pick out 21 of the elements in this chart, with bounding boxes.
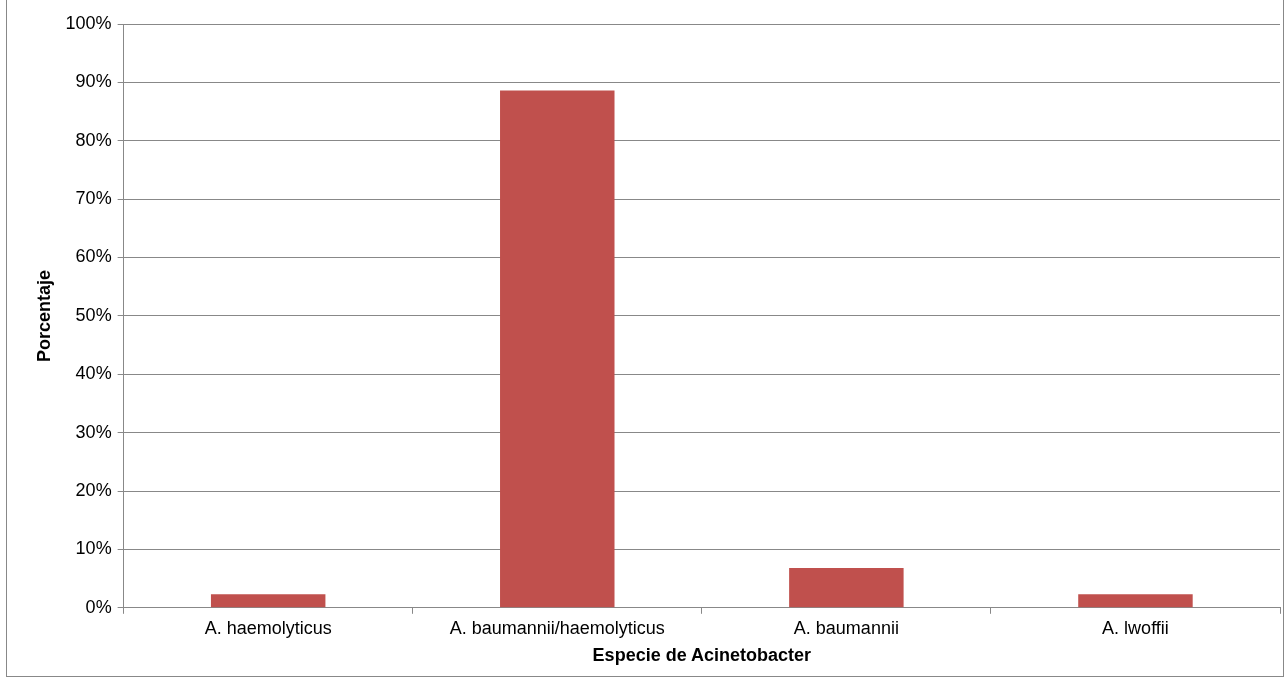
- y-tick-label: 20%: [75, 480, 112, 501]
- y-tick-label: 30%: [75, 421, 112, 442]
- x-tick-label: A. lwoffii: [1102, 617, 1169, 638]
- y-tick-label: 60%: [75, 246, 112, 267]
- x-tick-label: A. haemolyticus: [204, 617, 332, 638]
- y-tick-label: 10%: [75, 538, 112, 559]
- y-tick-label: 0%: [85, 596, 112, 617]
- bar: [1078, 594, 1193, 608]
- x-tick-label: A. baumannii/haemolyticus: [449, 617, 665, 638]
- y-tick-label: 50%: [75, 304, 112, 325]
- x-tick-label: A. baumannii: [793, 617, 899, 638]
- y-axis-title: Porcentaje: [33, 269, 54, 362]
- x-axis-title: Especie de Acinetobacter: [592, 645, 812, 666]
- y-tick-label: 40%: [75, 363, 112, 384]
- y-tick-label: 70%: [75, 188, 112, 209]
- y-tick-label: 80%: [75, 129, 112, 150]
- y-tick-label: 90%: [75, 71, 112, 92]
- bar: [500, 90, 615, 608]
- bar: [210, 594, 326, 608]
- y-tick-label: 100%: [65, 12, 112, 33]
- bar: [789, 568, 904, 608]
